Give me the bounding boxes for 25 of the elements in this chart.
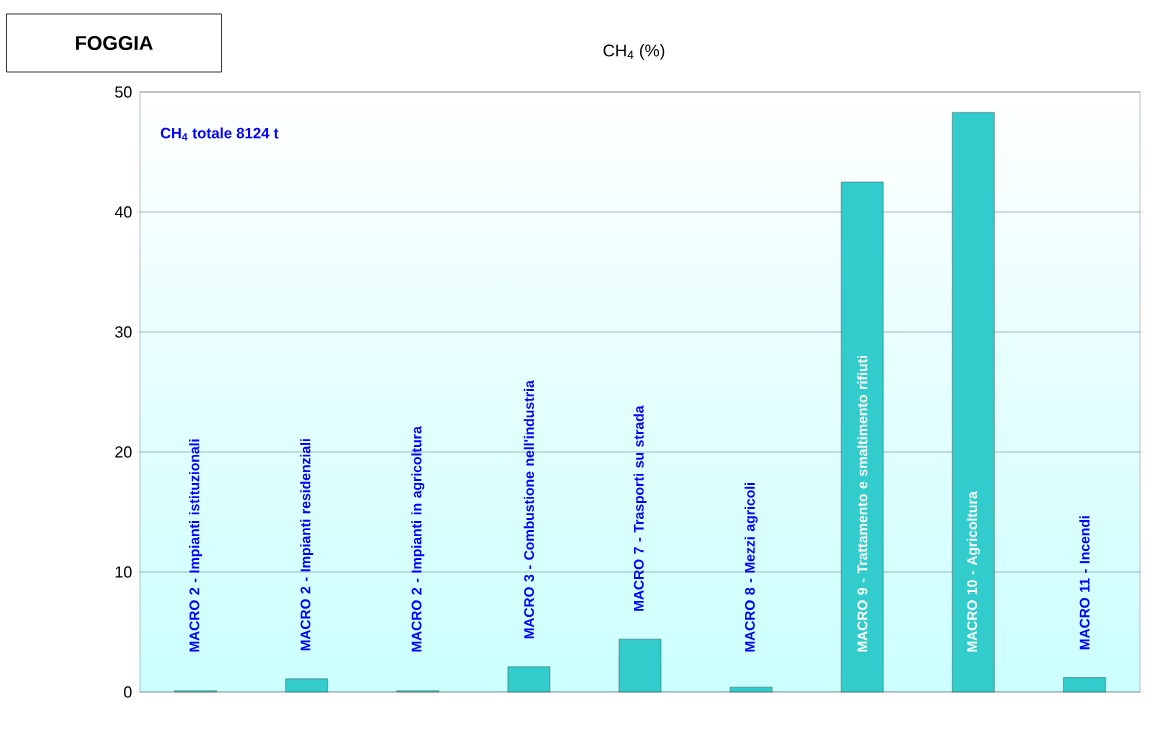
bar: [729, 686, 773, 693]
y-tick-label: 20: [115, 446, 132, 458]
bar: [618, 638, 662, 693]
x-tick-label: MACRO 8 - Mezzi agricoli: [744, 482, 758, 652]
x-tick-label: MACRO 2 - Impianti in agricoltura: [411, 426, 425, 652]
bar: [1063, 677, 1106, 693]
x-tick-label: MACRO 2 - Impianti residenziali: [300, 439, 314, 651]
chart-title: FOGGIA: [76, 35, 153, 51]
annotation: CH$_{4}$ totale 8124 t: [160, 127, 279, 141]
y-tick-label: 50: [115, 86, 132, 98]
x-tick-label: MACRO 2 - Impianti istituzionali: [189, 439, 203, 652]
bar: [952, 112, 995, 693]
x-tick-label: MACRO 7 - Trasporti su strada: [633, 405, 647, 611]
chart-subtitle: CH$_{4}$ (%): [603, 44, 665, 60]
x-tick-label: MACRO 11 - Incendi: [1079, 516, 1090, 650]
y-tick-label: 30: [115, 326, 132, 338]
bar: [285, 678, 328, 693]
bar: [841, 181, 884, 693]
y-tick-label: 0: [124, 686, 132, 698]
x-tick-label: MACRO 3 - Combustione nell'industria: [523, 380, 535, 639]
y-tick-label: 40: [114, 206, 132, 218]
y-tick-label: 10: [115, 566, 132, 578]
x-tick-label: MACRO 9 - Trattamento e smaltimento rifiuti: [857, 355, 868, 652]
x-tick-label: MACRO 10 - Agricoltura: [966, 491, 980, 652]
bar: [507, 666, 551, 693]
